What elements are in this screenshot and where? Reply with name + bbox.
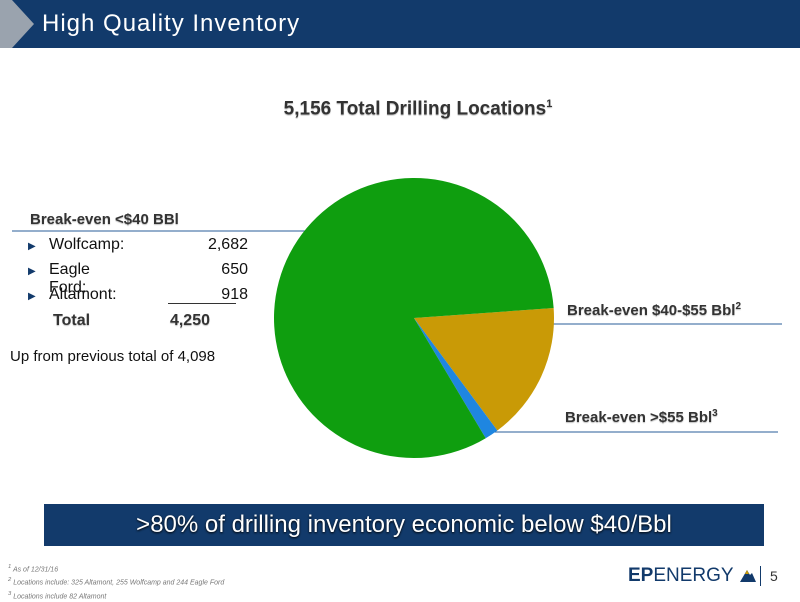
total-label: Total [53, 312, 91, 329]
footnote: 2 Locations include: 325 Altamont, 255 W… [8, 577, 225, 587]
pie-slice-high [414, 318, 498, 439]
mountain-logo-icon [740, 570, 756, 582]
summary-banner: >80% of drilling inventory economic belo… [44, 504, 764, 546]
header-bar: High Quality Inventory [0, 0, 800, 48]
company-logo: EPENERGY [628, 565, 734, 586]
footnotes: 1 As of 12/31/16 2 Locations include: 32… [8, 562, 224, 602]
bullet-triangle-icon: ▶ [28, 241, 36, 252]
logo-divider [760, 566, 761, 586]
slice-label-high: Break-even >$55 Bbl3 [565, 408, 718, 426]
slice-label-mid: Break-even $40-$55 Bbl2 [567, 301, 741, 319]
page-title: High Quality Inventory [42, 10, 301, 37]
slice-label-low: Break-even <$40 BBl [30, 211, 179, 228]
page-number: 5 [770, 568, 778, 584]
sum-underline [168, 303, 236, 304]
bullet-triangle-icon: ▶ [28, 291, 36, 302]
total-value: 4,250 [169, 312, 210, 329]
previous-total-note: Up from previous total of 4,098 [10, 348, 216, 365]
chart-title: 5,156 Total Drilling Locations1 [283, 98, 553, 120]
pie-slice-low [274, 178, 554, 458]
pie-slice-mid [414, 308, 554, 431]
bullet-triangle-icon: ▶ [28, 266, 36, 277]
footnote: 1 As of 12/31/16 [8, 564, 59, 574]
footnote: 3 Locations include 82 Altamont [8, 590, 107, 600]
chevron-right-icon [0, 0, 34, 48]
